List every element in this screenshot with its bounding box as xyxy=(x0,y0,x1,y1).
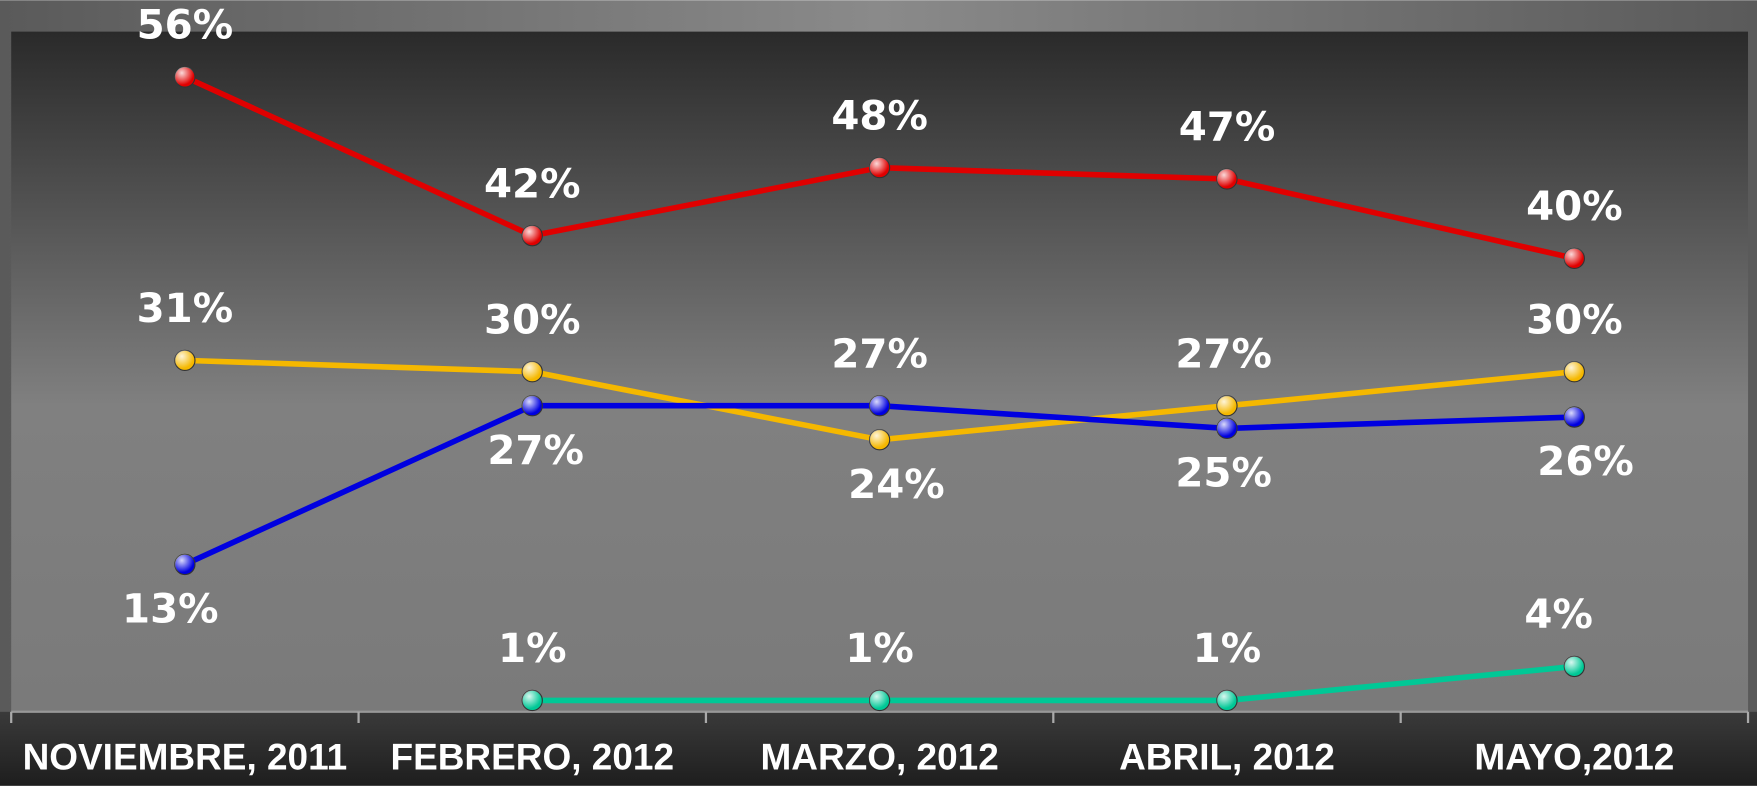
data-label: 27% xyxy=(487,427,584,474)
data-label: 48% xyxy=(831,92,928,139)
marker-shine xyxy=(174,66,195,88)
marker-shine xyxy=(174,350,195,371)
marker-shine xyxy=(522,361,543,382)
data-label: 13% xyxy=(122,585,219,632)
x-tick-label: ABRIL, 2012 xyxy=(1119,737,1335,778)
marker-shine xyxy=(1564,656,1585,677)
data-label: 25% xyxy=(1175,449,1272,496)
data-label: 40% xyxy=(1526,183,1623,230)
marker-shine xyxy=(1564,248,1585,269)
data-label: 4% xyxy=(1524,591,1592,638)
data-label: 30% xyxy=(1526,296,1623,343)
marker-shine xyxy=(1216,418,1238,439)
x-tick-label: FEBRERO, 2012 xyxy=(390,737,674,778)
data-label: 30% xyxy=(484,296,581,343)
marker-shine xyxy=(522,225,543,246)
marker-shine xyxy=(1564,406,1585,428)
series-line xyxy=(532,663,1575,704)
x-tick-label: MAYO,2012 xyxy=(1474,737,1674,778)
axis-band xyxy=(0,711,1757,786)
plot-area xyxy=(11,31,1749,712)
marker-shine xyxy=(1216,690,1238,711)
marker-shine xyxy=(1564,361,1585,382)
x-tick-label: MARZO, 2012 xyxy=(760,737,998,778)
data-label: 27% xyxy=(1175,330,1272,377)
marker-shine xyxy=(174,554,195,575)
data-label: 56% xyxy=(137,2,234,49)
marker-shine xyxy=(522,690,543,711)
data-label: 47% xyxy=(1179,104,1276,151)
x-tick-label: NOVIEMBRE, 2011 xyxy=(23,737,348,778)
data-label: 31% xyxy=(137,285,234,332)
marker-shine xyxy=(1216,395,1238,416)
marker-shine xyxy=(869,690,890,711)
data-label: 24% xyxy=(848,461,945,508)
data-label: 1% xyxy=(498,625,566,672)
data-label: 26% xyxy=(1537,438,1634,485)
data-label: 1% xyxy=(845,625,913,672)
marker-shine xyxy=(522,395,543,416)
marker-shine xyxy=(869,429,890,450)
marker-shine xyxy=(869,395,890,416)
marker-shine xyxy=(1216,168,1238,190)
data-label: 1% xyxy=(1193,625,1261,672)
marker-shine xyxy=(869,157,890,178)
data-label: 27% xyxy=(831,330,928,377)
data-label: 42% xyxy=(484,160,581,207)
